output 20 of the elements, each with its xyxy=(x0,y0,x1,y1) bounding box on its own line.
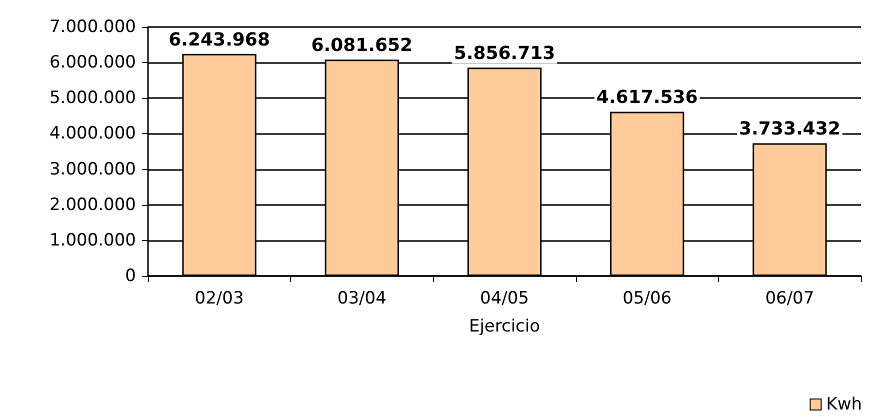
x-tick-label: 05/06 xyxy=(622,288,672,308)
x-tick-label: 03/04 xyxy=(337,288,386,308)
legend-label: Kwh xyxy=(826,394,862,414)
data-label: 4.617.536 xyxy=(596,87,698,108)
y-tick-label: 7.000.000 xyxy=(49,17,136,37)
y-tick-label: 4.000.000 xyxy=(49,124,136,144)
y-tick-label: 2.000.000 xyxy=(49,194,136,215)
x-tick-label: 06/07 xyxy=(765,288,814,308)
data-label: 6.243.968 xyxy=(168,29,270,50)
data-label: 3.733.432 xyxy=(739,118,840,140)
y-tick-label: 3.000.000 xyxy=(49,159,136,180)
x-axis-title: Ejercicio xyxy=(468,316,540,336)
y-tick-label: 6.000.000 xyxy=(49,52,136,73)
x-tick-label: 04/05 xyxy=(480,288,529,308)
data-label: 6.081.652 xyxy=(311,35,413,56)
y-tick-label: 5.000.000 xyxy=(49,88,136,108)
x-tick-label: 02/03 xyxy=(194,288,244,308)
y-tick-label: 0 xyxy=(125,266,136,286)
y-tick-label: 1.000.000 xyxy=(49,230,136,250)
data-label: 5.856.713 xyxy=(454,43,556,64)
